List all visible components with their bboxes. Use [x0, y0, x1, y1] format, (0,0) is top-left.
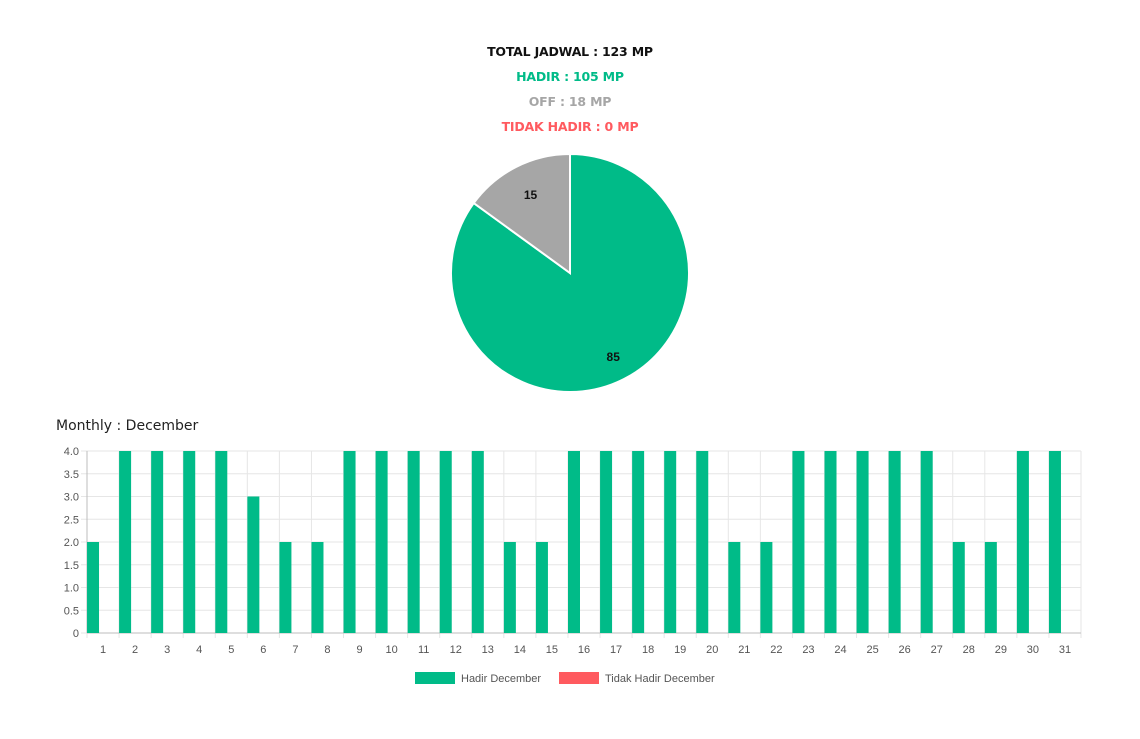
- pie-slice-1[interactable]: [472, 152, 571, 275]
- x-tick-label: 22: [770, 644, 782, 656]
- y-tick-label: 0.5: [64, 605, 79, 617]
- bar-hadir-22[interactable]: [760, 542, 773, 633]
- bar-hadir-31[interactable]: [1048, 451, 1061, 633]
- attendance-pie-chart: 85 15: [450, 152, 690, 393]
- x-tick-label: 31: [1059, 644, 1071, 656]
- bar-hadir-15[interactable]: [535, 542, 548, 633]
- x-tick-label: 10: [385, 644, 397, 656]
- x-tick-label: 1: [100, 644, 106, 656]
- x-tick-label: 11: [418, 644, 429, 656]
- x-tick-label: 9: [356, 644, 362, 656]
- x-tick-label: 8: [324, 644, 330, 656]
- monthly-chart-title: Monthly : December: [56, 418, 199, 434]
- legend-swatch-1[interactable]: [559, 672, 599, 684]
- x-tick-label: 6: [260, 644, 266, 656]
- legend-label-0[interactable]: Hadir December: [461, 673, 541, 685]
- x-tick-label: 4: [196, 644, 202, 656]
- y-tick-label: 4.0: [64, 446, 79, 458]
- x-tick-label: 23: [802, 644, 814, 656]
- bar-hadir-25[interactable]: [856, 451, 869, 633]
- x-tick-label: 3: [164, 644, 170, 656]
- x-tick-label: 27: [931, 644, 943, 656]
- summary-tidak-hadir: TIDAK HADIR : 0 MP: [501, 119, 639, 134]
- bar-hadir-7[interactable]: [279, 542, 292, 633]
- bar-hadir-29[interactable]: [984, 542, 997, 633]
- bar-hadir-13[interactable]: [471, 451, 484, 633]
- x-tick-label: 29: [995, 644, 1007, 656]
- bar-hadir-11[interactable]: [407, 451, 420, 633]
- bar-hadir-18[interactable]: [632, 451, 645, 633]
- bar-hadir-17[interactable]: [600, 451, 613, 633]
- bar-hadir-26[interactable]: [888, 451, 901, 633]
- bar-hadir-6[interactable]: [247, 496, 260, 634]
- x-tick-label: 30: [1027, 644, 1039, 656]
- bar-hadir-19[interactable]: [664, 451, 677, 633]
- x-tick-label: 5: [228, 644, 234, 656]
- x-tick-label: 20: [706, 644, 718, 656]
- legend-swatch-0[interactable]: [415, 672, 455, 684]
- bar-hadir-1[interactable]: [87, 542, 100, 633]
- bar-hadir-8[interactable]: [311, 542, 324, 633]
- x-tick-label: 19: [674, 644, 686, 656]
- bar-hadir-2[interactable]: [119, 451, 132, 633]
- bar-hadir-14[interactable]: [503, 542, 516, 633]
- y-tick-label: 1.0: [64, 583, 79, 595]
- bar-hadir-16[interactable]: [568, 451, 580, 633]
- summary-total: TOTAL JADWAL : 123 MP: [487, 44, 653, 59]
- monthly-bar-chart: 00.51.01.52.02.53.03.54.01 2 3 4 5 6 7 8 9 10 11 12…: [64, 446, 1082, 685]
- x-tick-label: 26: [899, 644, 911, 656]
- bar-hadir-9[interactable]: [343, 451, 356, 633]
- bar-hadir-23[interactable]: [792, 451, 805, 633]
- x-tick-label: 17: [610, 644, 622, 656]
- bar-hadir-28[interactable]: [952, 542, 965, 633]
- bar-hadir-5[interactable]: [215, 451, 228, 633]
- x-tick-label: 21: [738, 644, 750, 656]
- bar-hadir-3[interactable]: [151, 451, 164, 633]
- x-tick-label: 28: [963, 644, 975, 656]
- y-tick-label: 3.5: [64, 469, 79, 481]
- x-tick-label: 18: [642, 644, 654, 656]
- x-tick-label: 12: [450, 644, 462, 656]
- pie-slice-label-1: 15: [524, 188, 538, 202]
- summary-off: OFF : 18 MP: [528, 94, 612, 109]
- y-tick-label: 2.5: [64, 514, 79, 526]
- bar-hadir-12[interactable]: [439, 451, 452, 633]
- x-tick-label: 24: [834, 644, 846, 656]
- pie-slice-label-0: 85: [607, 350, 621, 364]
- legend-label-1[interactable]: Tidak Hadir December: [605, 673, 715, 685]
- x-tick-label: 2: [132, 644, 138, 656]
- x-tick-label: 7: [292, 644, 298, 656]
- x-tick-label: 16: [578, 644, 590, 656]
- bar-hadir-10[interactable]: [375, 451, 388, 633]
- bar-hadir-20[interactable]: [696, 451, 709, 633]
- y-tick-label: 1.5: [64, 560, 79, 572]
- y-tick-label: 3.0: [64, 492, 79, 504]
- summary-hadir: HADIR : 105 MP: [516, 69, 624, 84]
- bar-hadir-24[interactable]: [824, 451, 837, 633]
- x-tick-label: 25: [866, 644, 878, 656]
- x-tick-label: 15: [546, 644, 558, 656]
- y-tick-label: 2.0: [64, 537, 79, 549]
- y-tick-label: 0: [73, 628, 79, 640]
- bar-hadir-21[interactable]: [728, 542, 741, 633]
- bar-hadir-4[interactable]: [183, 451, 196, 633]
- x-tick-label: 13: [482, 644, 494, 656]
- x-tick-label: 14: [514, 644, 526, 656]
- bar-hadir-27[interactable]: [920, 451, 933, 633]
- bar-hadir-30[interactable]: [1016, 451, 1029, 633]
